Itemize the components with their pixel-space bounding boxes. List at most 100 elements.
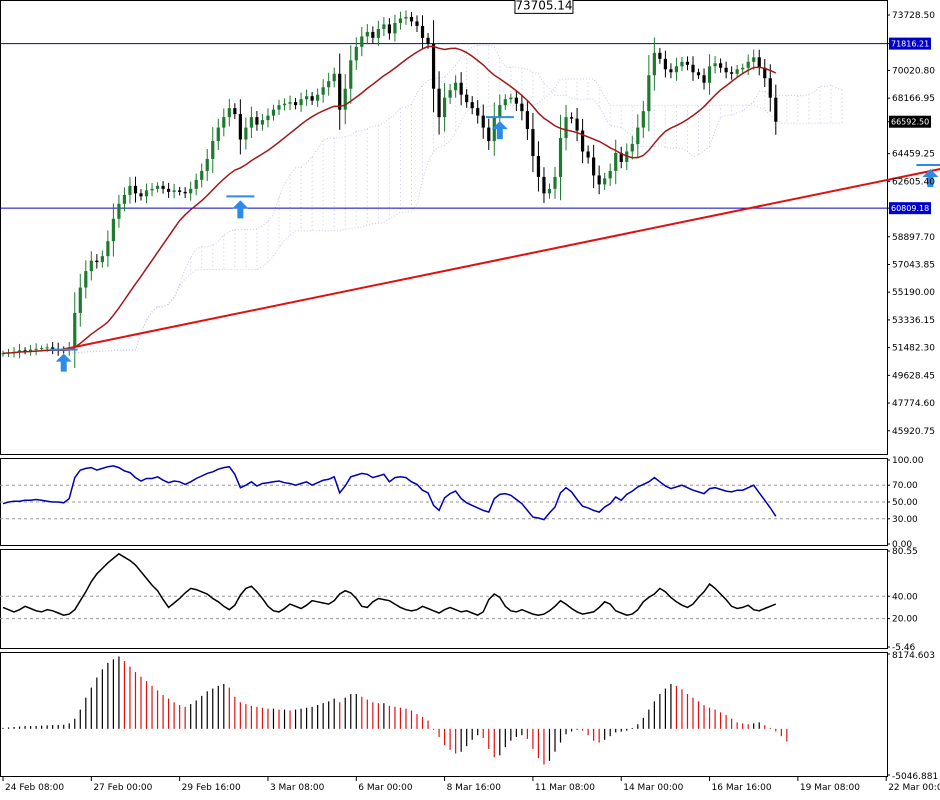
axis-tick-label: 0.00 <box>892 540 912 550</box>
price-axis: 73728.50 71816.21 70020.80 68166.95 66592.50… <box>887 11 935 437</box>
rsi-line <box>2 465 777 521</box>
candle-body <box>360 36 364 47</box>
candle-body <box>189 188 193 194</box>
price-tick-label: 70020.80 <box>892 66 935 76</box>
candle-body <box>45 347 49 349</box>
price-tag-label: 71816.21 <box>891 40 929 49</box>
candle-body <box>763 67 767 79</box>
candle-body <box>238 114 242 140</box>
buy-signal-arrow <box>485 116 514 140</box>
candle-body <box>233 108 237 115</box>
candle-body <box>680 61 684 67</box>
candle-body <box>150 188 154 191</box>
price-tick-label: 55190.00 <box>892 288 935 298</box>
time-tick-label: 16 Mar 16:00 <box>712 783 772 793</box>
candle-body <box>564 117 568 139</box>
candle-body <box>321 87 325 95</box>
candle-body <box>597 175 601 185</box>
candle-body <box>73 312 77 348</box>
candle-body <box>343 88 347 110</box>
candle-body <box>459 82 463 95</box>
price-tag-box <box>889 115 931 128</box>
moving-average-line <box>2 45 777 355</box>
axis-tick-label: 50.00 <box>892 498 918 508</box>
candle-body <box>514 97 518 104</box>
candle-body <box>89 260 93 272</box>
candle-body <box>338 73 342 110</box>
candles <box>1 10 778 369</box>
price-tick-label: 53336.15 <box>892 316 935 326</box>
candle-body <box>371 31 375 38</box>
candle-body <box>614 152 618 171</box>
candle-body <box>774 97 778 122</box>
candle-body <box>144 190 149 197</box>
candle-body <box>503 99 507 106</box>
candle-body <box>305 96 309 100</box>
candle-body <box>757 57 761 68</box>
candle-body <box>178 190 182 192</box>
trend-line[interactable] <box>57 98 940 352</box>
time-tick-label: 22 Mar 00:00 <box>888 783 940 793</box>
candle-body <box>465 94 469 103</box>
time-tick-label: 8 Mar 16:00 <box>447 783 502 793</box>
candle-body <box>481 115 485 128</box>
price-tag-label: 60809.18 <box>891 204 929 213</box>
time-tick-label: 3 Mar 08:00 <box>270 783 325 793</box>
price-pane-frame <box>0 0 888 455</box>
candle-body <box>34 348 38 350</box>
time-tick-label: 11 Mar 08:00 <box>535 783 595 793</box>
candle-body <box>713 63 717 67</box>
candle-body <box>133 185 138 194</box>
histogram-axis: 8174.603 -5046.881 <box>887 651 938 782</box>
candle-body <box>271 109 276 116</box>
oscillator-levels <box>0 595 887 620</box>
candle-body <box>443 97 447 118</box>
axis-tick-label: 40.00 <box>892 592 918 602</box>
candle-body <box>647 75 651 112</box>
candle-body <box>619 152 623 162</box>
candle-body <box>724 67 728 73</box>
annotation-label: 73705.14 <box>515 0 572 12</box>
axis-tick-label: 100.00 <box>892 456 924 466</box>
candle-body <box>244 127 248 140</box>
candle-body <box>575 118 579 131</box>
candle-body <box>569 117 574 119</box>
price-tick-label: 62605.40 <box>892 177 935 187</box>
candle-body <box>17 350 22 352</box>
candle-body <box>282 103 287 106</box>
candle-body <box>111 218 115 242</box>
candle-body <box>382 24 386 29</box>
candle-body <box>95 260 99 263</box>
candle-body <box>100 256 104 263</box>
price-tag-box <box>889 37 931 50</box>
cloud-span-b <box>69 78 842 354</box>
candle-body <box>1 353 5 355</box>
oscillator-line <box>2 552 777 617</box>
price-tick-label: 58897.70 <box>892 233 935 243</box>
candle-body <box>741 67 745 70</box>
arrow-up-icon <box>232 200 249 219</box>
price-tag-label: 66592.50 <box>891 118 929 127</box>
candle-body <box>669 69 673 73</box>
axis-tick-label: 20.00 <box>892 615 918 625</box>
candle-body <box>161 185 165 189</box>
price-annotations: 73705.1465796.50 <box>514 0 574 14</box>
arrow-up-icon <box>922 168 939 187</box>
candle-body <box>332 73 336 82</box>
candle-body <box>194 179 198 189</box>
candle-body <box>470 102 474 109</box>
candle-body <box>172 190 176 192</box>
candle-body <box>266 115 270 121</box>
candle-body <box>84 271 88 288</box>
time-axis: 24 Feb 08:00 27 Feb 00:00 29 Feb 16:00 3 Ma… <box>2 777 940 793</box>
candle-body <box>603 178 607 185</box>
candle-body <box>227 108 231 118</box>
signal-arrows <box>49 116 940 372</box>
candle-body <box>586 151 590 158</box>
horizontal-lines[interactable] <box>0 43 887 209</box>
axis-tick-label: 80.55 <box>892 547 918 557</box>
candle-body <box>40 348 44 350</box>
price-tick-label: 64459.25 <box>892 150 935 160</box>
